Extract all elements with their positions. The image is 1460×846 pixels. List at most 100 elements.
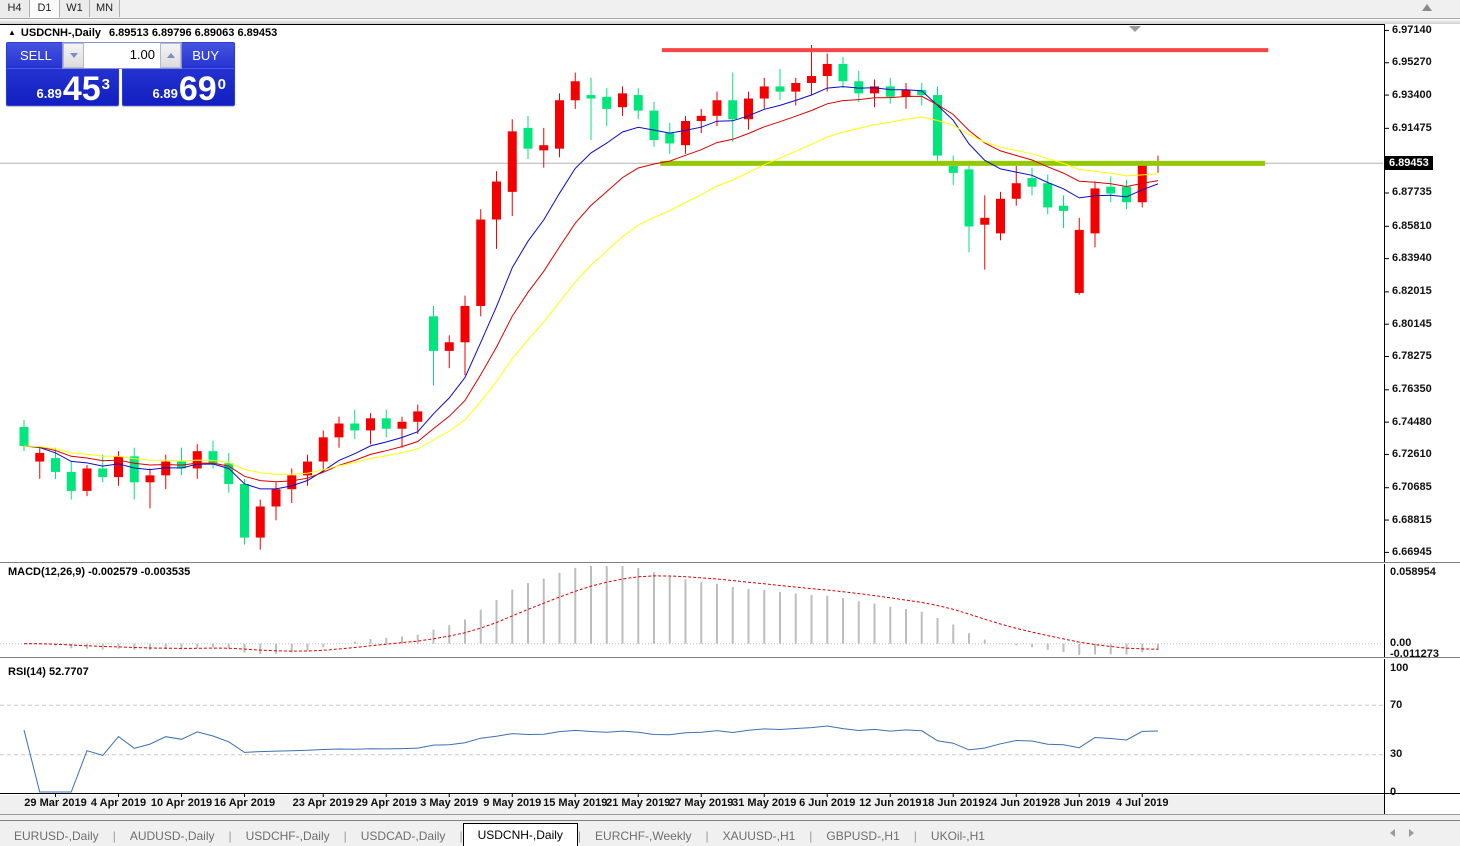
macd-scale-zero: 0.00	[1390, 637, 1412, 650]
candle	[1106, 176, 1116, 203]
price-axis-label: 6.83940	[1392, 252, 1432, 265]
symbol-tab-usdcad-daily[interactable]: USDCAD-,Daily	[360, 829, 446, 843]
candle	[177, 447, 186, 476]
time-axis-label: 15 May 2019	[543, 797, 608, 809]
price-axis-label: 6.82015	[1392, 285, 1432, 298]
tab-separator: |	[343, 829, 347, 843]
candle	[555, 93, 564, 158]
one-click-trade-panel: SELL 6.89 45 3 BUY 6.89 69 0 1.00	[6, 42, 236, 106]
time-axis-label: 3 May 2019	[420, 797, 479, 809]
arrow-right-icon	[1409, 828, 1414, 837]
time-axis-label: 27 May 2019	[669, 797, 734, 809]
chevron-up-icon	[166, 53, 175, 58]
candle	[192, 444, 202, 479]
rsi-scale-0: 0	[1390, 785, 1397, 798]
buy-price[interactable]: 6.89 69 0	[123, 69, 234, 108]
candle	[444, 335, 454, 369]
price-axis-label: 6.95270	[1392, 56, 1432, 69]
candle	[539, 127, 549, 168]
symbol-tab-audusd-daily[interactable]: AUDUSD-,Daily	[129, 829, 215, 843]
time-axis-label: 4 Apr 2019	[90, 797, 147, 809]
time-axis-label: 28 Jun 2019	[1048, 797, 1111, 809]
candle	[492, 171, 501, 249]
sell-price-pip: 3	[101, 76, 110, 93]
symbol-tab-eurchf-weekly[interactable]: EURCHF-,Weekly	[595, 829, 692, 843]
price-axis-label: 6.72610	[1392, 447, 1432, 460]
candle	[854, 70, 864, 102]
tab-scroll-left-button[interactable]	[1388, 828, 1397, 837]
chart-title: ▲ USDCNH-,Daily 6.89513 6.89796 6.89063 6.…	[8, 27, 277, 39]
candle	[744, 91, 753, 130]
symbol-tab-eurusd-daily[interactable]: EURUSD-,Daily	[14, 829, 99, 843]
candle	[696, 108, 706, 134]
candle	[948, 155, 958, 185]
price-axis-label: 6.97140	[1392, 23, 1432, 36]
symbol-tab-xauusd-h1[interactable]: XAUUSD-,H1	[722, 829, 796, 843]
symbol-tab-ukoil-h1[interactable]: UKOil-,H1	[930, 829, 985, 843]
symbol-tab-usdcnh-daily[interactable]: USDCNH-,Daily	[462, 823, 578, 846]
support-line[interactable]	[660, 160, 1266, 166]
ohlc-readout: 6.89513 6.89796 6.89063 6.89453	[109, 27, 278, 39]
time-axis-label: 31 May 2019	[732, 797, 797, 809]
price-axis-label: 6.85810	[1392, 219, 1432, 232]
timeframe-tab-mn[interactable]: MN	[90, 0, 120, 17]
sell-price-prefix: 6.89	[36, 86, 62, 101]
candle	[649, 101, 659, 147]
candle	[429, 305, 438, 386]
price-axis	[1384, 24, 1460, 814]
candle	[917, 82, 927, 106]
price-axis-label: 6.93400	[1392, 88, 1432, 101]
resistance-line[interactable]	[661, 48, 1269, 53]
time-axis-label: 10 Apr 2019	[150, 797, 213, 809]
buy-price-main: 69	[178, 70, 217, 108]
time-axis-label: 29 Apr 2019	[355, 797, 417, 809]
candle	[350, 409, 360, 440]
timeframe-tab-d1[interactable]: D1	[30, 0, 60, 18]
buy-price-pip: 0	[217, 76, 226, 93]
candle	[255, 499, 265, 550]
candle	[885, 77, 895, 104]
candle	[129, 447, 139, 500]
time-axis-label: 9 May 2019	[483, 797, 542, 809]
price-axis-label: 6.74480	[1392, 415, 1432, 428]
candle	[334, 416, 344, 448]
timeframe-tab-w1[interactable]: W1	[60, 0, 90, 17]
symbol-tab-usdchf-daily[interactable]: USDCHF-,Daily	[245, 829, 330, 843]
macd-scale-min: -0.011273	[1390, 647, 1439, 660]
candle	[413, 404, 423, 434]
timeframe-tab-h4[interactable]: H4	[0, 0, 30, 17]
candle	[397, 416, 407, 448]
symbol-tab-gbpusd-h1[interactable]: GBPUSD-,H1	[826, 829, 900, 843]
candle	[507, 119, 517, 217]
candle	[775, 69, 785, 101]
tab-scroll-right-button[interactable]	[1407, 828, 1416, 837]
ma-line-slow	[23, 116, 1159, 475]
candle	[996, 191, 1005, 241]
volume-decrease-button[interactable]	[63, 43, 84, 68]
time-axis-label: 4 Jul 2019	[1115, 797, 1169, 809]
candle	[618, 86, 627, 116]
timeframe-tab-bar: H4 D1 W1 MN	[0, 0, 1460, 19]
tab-separator: |	[705, 829, 709, 843]
tab-separator: |	[459, 829, 463, 843]
candle	[665, 122, 675, 154]
time-axis-label: 6 Jun 2019	[799, 797, 856, 809]
candle	[870, 79, 879, 108]
tab-separator: |	[228, 829, 232, 843]
toolbar-collapse-icon[interactable]	[1422, 4, 1432, 11]
candle	[712, 91, 722, 127]
volume-input[interactable]: 1.00	[84, 43, 160, 68]
candle	[1027, 167, 1037, 196]
ma-line-mid	[23, 95, 1159, 483]
tab-separator: |	[913, 829, 917, 843]
sell-price[interactable]: 6.89 45 3	[7, 69, 118, 106]
candle	[224, 452, 234, 493]
tab-separator: |	[809, 829, 813, 843]
volume-increase-button[interactable]	[160, 43, 181, 68]
candle	[1122, 179, 1131, 210]
chart-shift-marker-icon[interactable]	[1129, 26, 1141, 32]
candle	[66, 461, 76, 500]
collapse-panel-icon[interactable]: ▲	[8, 28, 16, 37]
bottom-strip	[0, 814, 1460, 821]
